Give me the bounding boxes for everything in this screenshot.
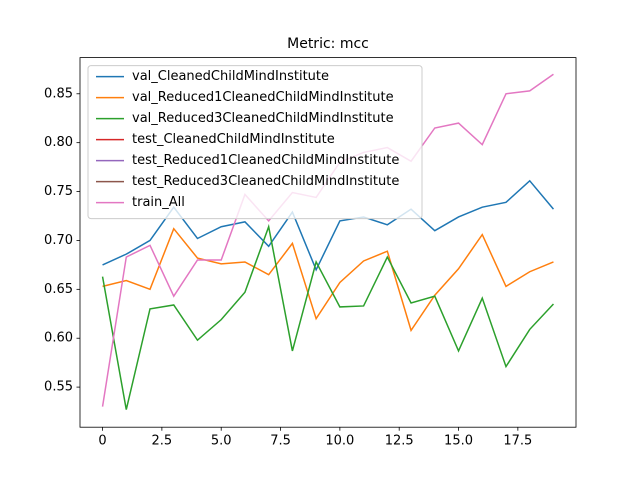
- x-tick-label: 10.0: [325, 434, 354, 449]
- chart-title: Metric: mcc: [287, 36, 369, 52]
- x-tick-label: 2.5: [152, 434, 173, 449]
- y-tick-label: 0.60: [44, 331, 73, 346]
- x-tick-label: 0: [98, 434, 106, 449]
- series-line: [102, 227, 554, 333]
- x-tick-label: 7.5: [270, 434, 291, 449]
- x-tick-label: 12.5: [385, 434, 414, 449]
- x-tick-label: 17.5: [503, 434, 532, 449]
- y-tick-label: 0.75: [44, 184, 73, 199]
- series-line: [101, 223, 555, 410]
- legend-label: test_Reduced3CleanedChildMindInstitute: [132, 174, 399, 189]
- legend-label: val_Reduced1CleanedChildMindInstitute: [132, 90, 394, 105]
- legend-label: test_Reduced1CleanedChildMindInstitute: [132, 153, 399, 168]
- legend: val_CleanedChildMindInstitute val_Reduced…: [87, 65, 423, 220]
- axes-frame: [79, 57, 577, 428]
- y-tick-label: 0.80: [44, 135, 73, 150]
- legend-label: test_CleanedChildMindInstitute: [132, 132, 335, 147]
- x-tick-label: 5.0: [211, 434, 232, 449]
- y-tick-label: 0.70: [44, 233, 73, 248]
- y-tick-label: 0.65: [44, 282, 73, 297]
- legend-label: val_Reduced3CleanedChildMindInstitute: [132, 111, 394, 126]
- x-tick-label: 15.0: [444, 434, 473, 449]
- legend-label: train_All: [132, 195, 185, 210]
- y-tick-label: 0.55: [44, 380, 73, 395]
- legend-label: val_CleanedChildMindInstitute: [132, 69, 329, 84]
- y-tick-label: 0.85: [44, 86, 73, 101]
- legend-box: [87, 65, 423, 220]
